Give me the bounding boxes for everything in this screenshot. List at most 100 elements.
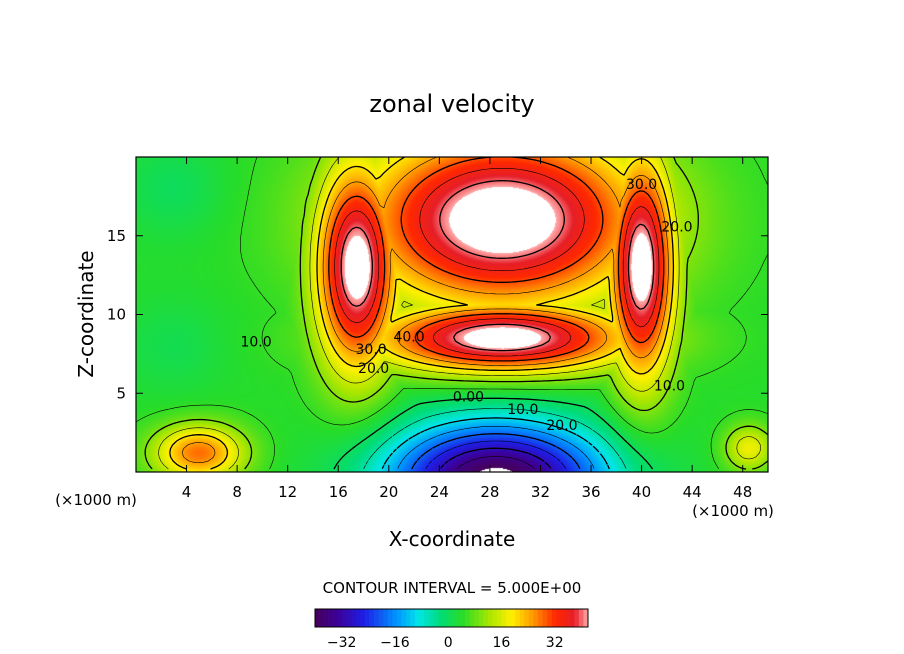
colorbar-band <box>446 609 452 627</box>
contour-line-neg35 <box>456 456 535 470</box>
colorbar-band <box>469 609 475 627</box>
colorbar-band <box>465 609 470 627</box>
colorbar-band <box>419 609 425 627</box>
x-tick-label: 8 <box>232 483 242 501</box>
colorbar-tick-label: 16 <box>493 635 511 651</box>
colorbar-tick-label: 32 <box>546 635 564 651</box>
contour-line-15 <box>158 157 761 470</box>
contour-line-25 <box>181 157 669 463</box>
colorbar-band <box>551 609 557 627</box>
x-tick-label: 24 <box>430 483 449 501</box>
colorbar-band <box>547 609 552 627</box>
colorbar-tick-label: −32 <box>327 635 357 651</box>
contour-labels: 40.0 30.0 20.0 10.0 10.0 0.00 10.0 20.0 30.0 20.0 <box>240 177 692 434</box>
x-tick-label: 12 <box>278 483 297 501</box>
contour-label: 10.0 <box>654 378 685 394</box>
y-axis-label: Z-coordinate <box>74 250 98 377</box>
x-tick-label: 48 <box>733 483 752 501</box>
contour-lines <box>136 157 768 470</box>
colorbar-frame <box>314 608 589 628</box>
colorbar-band <box>574 609 580 627</box>
x-axis-ticks: 4 8 12 16 20 24 28 32 36 40 44 48 <box>182 157 752 501</box>
contour-label: 0.00 <box>453 389 484 405</box>
colorbar-band <box>415 609 420 627</box>
contour-line-neg5 <box>363 408 627 470</box>
colorbar-band <box>378 609 384 627</box>
x-tick-label: 4 <box>182 483 192 501</box>
colorbar-band <box>406 609 411 627</box>
contour-label: 20.0 <box>661 219 692 235</box>
contour-line-neg20 <box>411 433 581 470</box>
y-tick-label: 10 <box>107 306 126 324</box>
contour-label: 30.0 <box>626 177 657 193</box>
colorbar-band <box>374 609 379 627</box>
colorbar-band <box>542 609 548 627</box>
colorbar-bands <box>315 609 589 627</box>
x-tick-label: 28 <box>480 483 499 501</box>
colorbar-band <box>560 609 566 627</box>
colorbar-band <box>478 609 484 627</box>
x-unit-right: (×1000 m) <box>692 502 774 520</box>
colorbar-band <box>537 609 543 627</box>
colorbar-band <box>528 609 534 627</box>
colorbar-band <box>510 609 516 627</box>
velocity-field <box>136 157 768 472</box>
x-tick-label: 44 <box>683 483 702 501</box>
colorbar-band <box>578 609 584 627</box>
colorbar-band <box>519 609 525 627</box>
contour-line-0 <box>333 397 654 470</box>
contour-interval-note: CONTOUR INTERVAL = 5.000E+00 <box>323 579 582 597</box>
colorbar-band <box>428 609 434 627</box>
colorbar-band <box>483 609 489 627</box>
contour-line-10 <box>144 157 768 470</box>
contour-line-40 <box>340 180 655 352</box>
colorbar-band <box>456 609 461 627</box>
colorbar-band <box>583 609 589 627</box>
contour-line-20 <box>169 157 675 470</box>
colorbar-tick-label: −16 <box>380 635 410 651</box>
colorbar-tick-label: 0 <box>444 635 453 651</box>
colorbar-band <box>492 609 498 627</box>
colorbar-band <box>315 609 320 627</box>
colorbar-band <box>319 609 325 627</box>
colorbar-band <box>337 609 343 627</box>
colorbar-band <box>401 609 407 627</box>
contour-line-30 <box>328 157 665 362</box>
x-tick-label: 32 <box>531 483 550 501</box>
contour-label: 20.0 <box>546 418 577 434</box>
colorbar-band <box>369 609 375 627</box>
y-axis-ticks: 5 10 15 <box>107 227 768 402</box>
contour-line-5 <box>136 157 768 470</box>
colorbar-band <box>351 609 357 627</box>
colorbar-band <box>451 609 457 627</box>
contour-line-neg15 <box>397 426 595 470</box>
colorbar-band <box>474 609 480 627</box>
colorbar-band <box>497 609 502 627</box>
colorbar-band <box>355 609 361 627</box>
colorbar-band <box>565 609 571 627</box>
colorbar-band <box>392 609 398 627</box>
colorbar-band <box>346 609 352 627</box>
chart-title: zonal velocity <box>369 90 534 118</box>
y-tick-label: 5 <box>116 384 126 402</box>
colorbar-band <box>460 609 466 627</box>
colorbar-band <box>501 609 507 627</box>
colorbar-band <box>556 609 561 627</box>
colorbar-band <box>442 609 448 627</box>
y-tick-label: 15 <box>107 227 126 245</box>
colorbar-band <box>569 609 575 627</box>
contour-label: 10.0 <box>240 334 271 350</box>
colorbar-band <box>396 609 402 627</box>
colorbar-band <box>360 609 366 627</box>
x-unit-left: (×1000 m) <box>55 491 137 509</box>
colorbar-band <box>342 609 348 627</box>
colorbar-band <box>387 609 393 627</box>
colorbar-band <box>324 609 329 627</box>
colorbar-band <box>433 609 439 627</box>
x-tick-label: 16 <box>329 483 348 501</box>
contour-line-35 <box>334 168 660 357</box>
contour-label: 20.0 <box>358 361 389 377</box>
contour-line-neg25 <box>425 440 567 470</box>
colorbar-band <box>333 609 339 627</box>
